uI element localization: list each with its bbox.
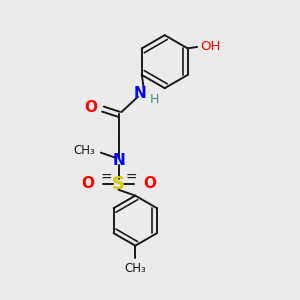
Text: =: =	[100, 171, 112, 185]
Text: H: H	[150, 93, 159, 106]
Text: CH₃: CH₃	[124, 262, 146, 275]
Text: S: S	[112, 175, 125, 193]
Text: N: N	[112, 153, 125, 168]
Text: OH: OH	[200, 40, 220, 52]
Text: =: =	[125, 171, 137, 185]
Text: O: O	[143, 176, 156, 191]
Text: O: O	[81, 176, 94, 191]
Text: O: O	[85, 100, 98, 116]
Text: N: N	[134, 86, 147, 101]
Text: CH₃: CH₃	[73, 144, 95, 158]
